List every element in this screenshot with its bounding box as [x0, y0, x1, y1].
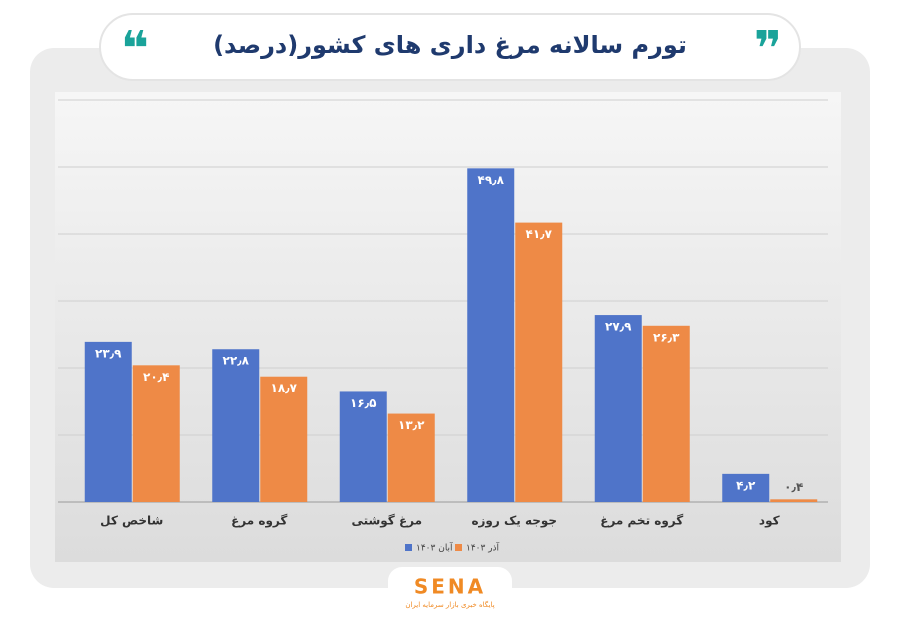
bar: [515, 222, 563, 503]
data-label: ۲۲٫۸: [223, 354, 250, 368]
bar: [132, 365, 180, 502]
legend-swatch: [405, 544, 412, 551]
x-tick-label: مرغ گوشتی: [351, 514, 422, 529]
logo-tagline: پایگاه خبری بازار سرمایه ایران: [405, 600, 494, 609]
x-tick-label: شاخص کل: [100, 514, 163, 528]
data-label: ۴٫۲: [736, 478, 756, 492]
x-tick-label: کود: [759, 514, 780, 529]
chart: شاخص کل ۲۳٫۹ ۲۰٫۴ گروه مرغ ۲۲٫۸ ۱۸٫۷ مرغ گوشتی…: [58, 99, 828, 554]
legend-swatch: [455, 544, 462, 551]
data-label: ۲۶٫۳: [653, 330, 680, 344]
bar: [594, 315, 642, 502]
bar: [770, 499, 818, 502]
data-label: ۰٫۴: [784, 480, 803, 494]
bar: [339, 391, 387, 502]
data-label: ۲۷٫۹: [605, 320, 632, 334]
data-label: ۲۳٫۹: [95, 346, 122, 360]
bar: [722, 473, 770, 502]
quote-mark: ❞: [754, 21, 782, 77]
data-label: ۱۳٫۲: [398, 418, 425, 432]
bar: [260, 376, 308, 502]
data-label: ۱۸٫۷: [271, 381, 298, 395]
x-tick-label: گروه تخم مرغ: [600, 514, 683, 529]
bar: [212, 349, 260, 502]
chart-title: تورم سالانه مرغ داری های کشور(درصد): [213, 31, 687, 59]
bar: [84, 341, 132, 502]
data-label: ۴۱٫۷: [526, 227, 553, 241]
data-label: ۲۰٫۴: [143, 370, 169, 384]
data-label: ۱۶٫۵: [350, 396, 376, 410]
data-label: ۴۹٫۸: [478, 173, 505, 187]
logo: SENA: [414, 575, 486, 599]
title-pill: [99, 13, 801, 81]
legend-label: آذر ۱۴۰۳: [466, 542, 500, 554]
bar: [642, 325, 690, 502]
x-tick-label: جوجه یک روزه: [471, 514, 557, 529]
x-tick-label: گروه مرغ: [231, 514, 287, 529]
bar: [467, 168, 515, 502]
bar: [387, 413, 435, 502]
quote-mark: ❝: [121, 21, 149, 77]
legend-label: آبان ۱۴۰۳: [416, 542, 453, 554]
logo-box: [388, 567, 512, 617]
plot-area: [55, 92, 841, 562]
